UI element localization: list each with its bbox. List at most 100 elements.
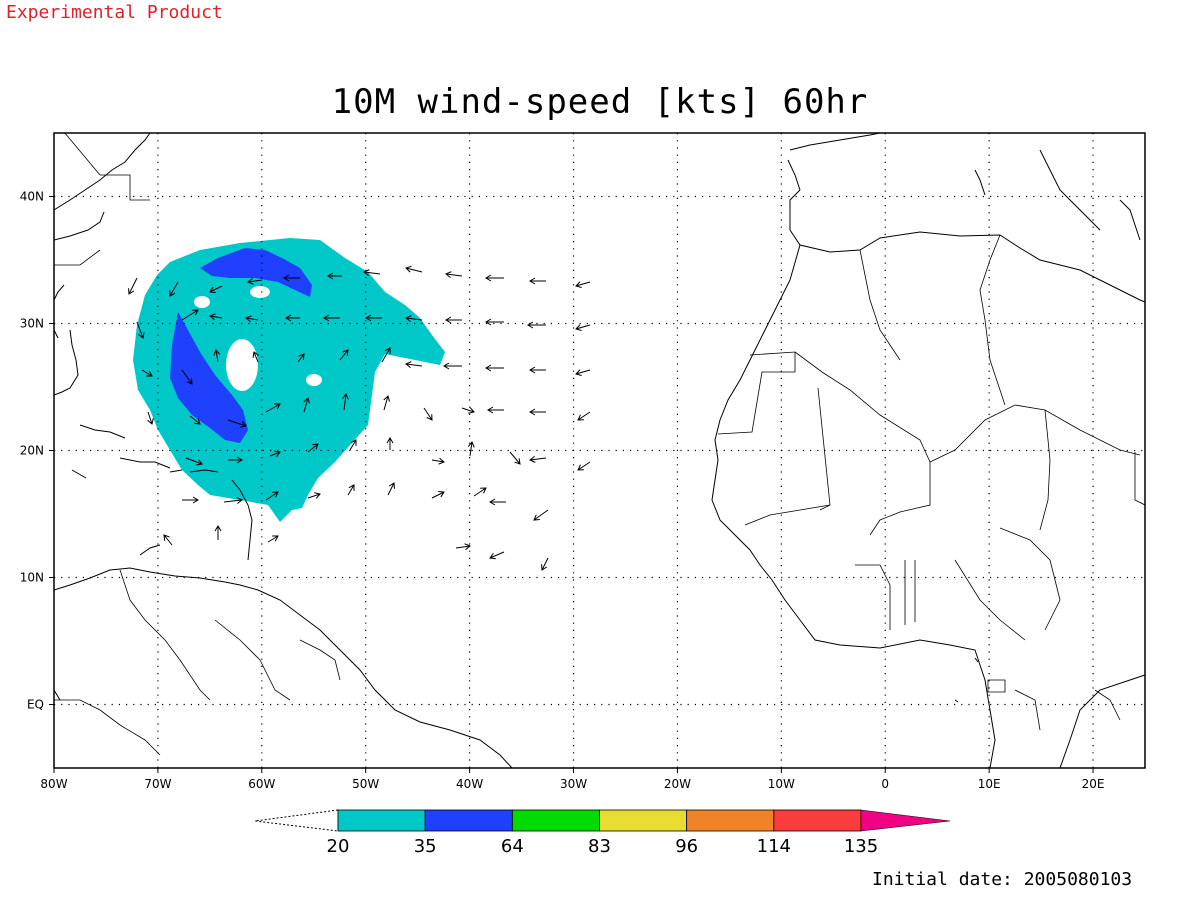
wind-vector-arrow [136, 321, 145, 339]
colorbar-level-label: 83 [588, 836, 611, 857]
wind-vector-arrow [227, 419, 247, 428]
wind-vector-arrow [485, 318, 504, 326]
map-title: 10M wind-speed [kts] 60hr [331, 82, 869, 122]
lon-tick-label: 20E [1082, 777, 1105, 791]
wind-vector-arrow [265, 491, 279, 501]
wind-vector-arrow [509, 451, 521, 465]
wind-vector-arrow [141, 369, 153, 377]
wind-vectors [128, 265, 591, 571]
wind-vector-arrow [431, 491, 445, 499]
lon-tick-label: 50W [352, 777, 379, 791]
colorbar: 20 35 64 83 96 114 135 [254, 809, 951, 857]
colorbar-labels: 20 35 64 83 96 114 135 [327, 836, 879, 857]
wind-vector-arrow [267, 535, 279, 543]
coastlines [54, 133, 1145, 768]
wind-vector-arrow [245, 315, 259, 323]
wind-vector-arrow [189, 415, 201, 425]
wind-vector-arrow [182, 496, 199, 504]
north-america-coast [54, 133, 151, 339]
wind-vector-arrow [223, 497, 243, 504]
colorbar-segment [686, 809, 775, 832]
wind-vector-arrow [365, 314, 382, 322]
lat-lon-grid [54, 133, 1145, 768]
wind-vector-arrow [209, 285, 223, 293]
wind-vector-arrow [577, 461, 591, 471]
wind-vector-arrow [247, 277, 263, 285]
wind-vector-arrow [386, 437, 394, 450]
lat-tick-label: 10N [20, 571, 44, 585]
italy-coast [974, 149, 1141, 241]
wind-35-64kt-region-north [200, 248, 312, 297]
lat-tick-label: 40N [20, 190, 44, 204]
wind-vector-arrow [163, 534, 173, 546]
wind-vector-arrow [228, 456, 243, 464]
colorbar-level-label: 35 [414, 836, 437, 857]
lon-tick-label: 20W [664, 777, 691, 791]
wind-vector-arrow [529, 408, 546, 416]
colorbar-left-arrow [254, 809, 339, 832]
initial-date-label: Initial date: 2005080103 [872, 869, 1133, 890]
wind-vector-arrow [575, 281, 591, 288]
wind-vector-arrow [541, 557, 549, 571]
wind-vector-arrow [381, 347, 391, 363]
wind-vector-arrow [405, 315, 423, 322]
wind-vector-arrow [283, 274, 300, 282]
wind-vector-arrow [327, 272, 342, 280]
florida-gulf-coast [54, 329, 79, 396]
wind-vector-arrow [269, 450, 281, 457]
wind-vector-arrow [405, 361, 423, 368]
colorbar-segment [599, 809, 688, 832]
wind-vector-arrow [342, 393, 349, 411]
iberia-coast [787, 133, 881, 191]
wind-vector-arrow [339, 349, 349, 361]
wind-vector-arrow [423, 407, 433, 421]
wind-vector-arrow [307, 443, 319, 453]
wind-35-64kt-region-west [170, 312, 248, 443]
colorbar-segment [773, 809, 862, 832]
lon-tick-label: 80W [40, 777, 67, 791]
wind-vector-arrow [473, 487, 487, 497]
lon-tick-label: 0 [881, 777, 889, 791]
lat-tick-label: 30N [20, 317, 44, 331]
lon-tick-label: 60W [248, 777, 275, 791]
colorbar-level-label: 114 [757, 836, 791, 857]
wind-vector-arrow [147, 411, 154, 425]
wind-field-holes [194, 286, 322, 391]
wind-vector-arrow [529, 366, 546, 374]
wind-vector-arrow [213, 349, 221, 363]
colorbar-level-label: 20 [327, 836, 350, 857]
wind-vector-arrow [529, 456, 547, 463]
wind-vector-arrow [575, 324, 591, 331]
wind-vector-arrow [575, 369, 591, 376]
wind-vector-arrow [185, 457, 203, 466]
wind-vector-arrow [485, 364, 504, 372]
wind-vector-arrow [214, 525, 222, 540]
wind-vector-arrow [577, 411, 591, 421]
wind-vector-arrow [307, 492, 321, 499]
map-axes: 80W 70W 60W 50W 40W 30W 20W 10W 0 10E 20E 40N 30N 20N… [20, 190, 1105, 792]
lon-tick-label: 10E [978, 777, 1001, 791]
wind-vector-arrow [303, 397, 310, 413]
wind-vector-arrow [383, 395, 390, 411]
wind-vector-arrow [347, 484, 355, 496]
africa-coast [711, 189, 1145, 768]
wind-vector-arrow [489, 551, 505, 560]
wind-vector-arrow [467, 441, 475, 457]
wind-vector-arrow [209, 313, 223, 321]
wind-20-35kt-region [133, 238, 445, 522]
wind-vector-arrow [529, 277, 546, 285]
experimental-product-label: Experimental Product [6, 2, 223, 23]
political-borders [54, 133, 1145, 756]
wind-vector-arrow [387, 482, 395, 496]
wind-vector-arrow [431, 457, 445, 465]
colorbar-boxes [337, 809, 862, 832]
lon-tick-label: 10W [768, 777, 795, 791]
colorbar-right-arrow [860, 809, 951, 832]
lon-tick-label: 70W [144, 777, 171, 791]
wind-vector-arrow [349, 439, 357, 451]
lat-tick-label: EQ [27, 698, 44, 712]
wind-vector-arrow [285, 314, 300, 322]
lon-tick-label: 30W [560, 777, 587, 791]
wind-vector-arrow [487, 406, 504, 414]
